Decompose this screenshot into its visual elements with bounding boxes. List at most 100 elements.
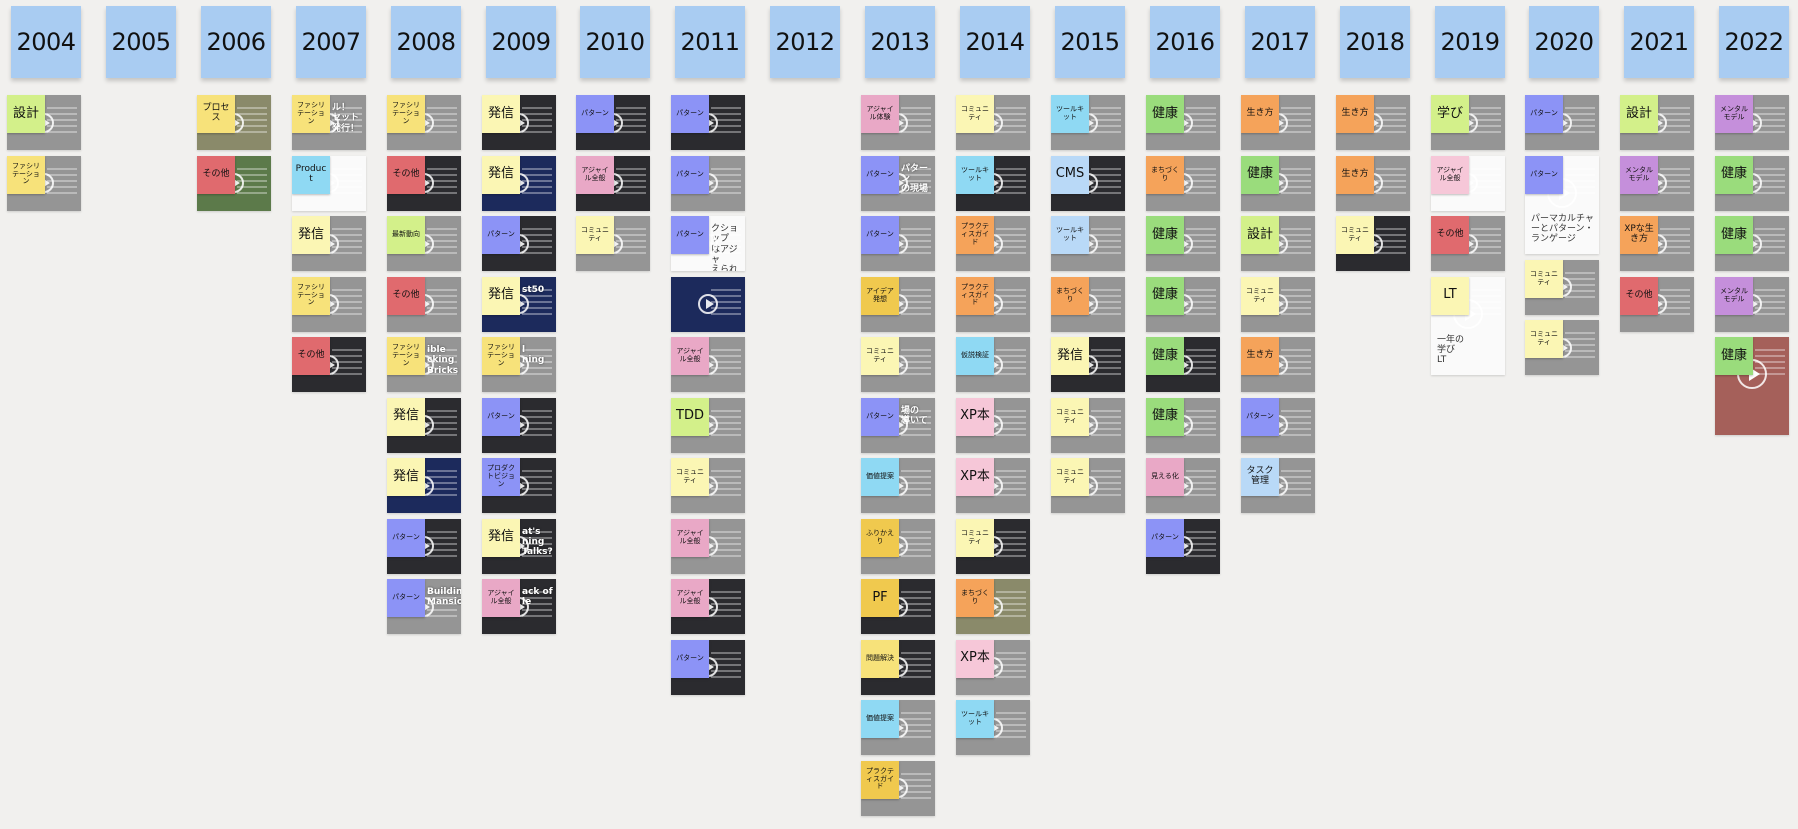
video-card[interactable]: コミュニティ [1051, 397, 1125, 453]
year-sticky-note[interactable]: 2020 [1529, 6, 1599, 78]
category-sticky-note[interactable]: 発信 [482, 518, 520, 557]
category-sticky-note[interactable]: パターン [1241, 397, 1279, 436]
video-card[interactable]: アジャイル全般 [576, 155, 650, 211]
video-card[interactable]: 発信 [292, 216, 366, 271]
category-sticky-note[interactable]: パターン [671, 95, 709, 133]
video-card[interactable]: パターン [861, 216, 935, 271]
video-card[interactable]: 場の 導いて パターン [861, 397, 935, 453]
category-sticky-note[interactable]: 最新動向 [387, 216, 425, 254]
video-card[interactable]: ack of le アジャイル全般 [482, 579, 556, 634]
category-sticky-note[interactable]: コミュニティ [1241, 276, 1279, 315]
video-card[interactable]: パターン [482, 216, 556, 271]
category-sticky-note[interactable]: アジャイル全般 [482, 579, 520, 617]
category-sticky-note[interactable]: 価値提案 [861, 700, 899, 738]
video-card[interactable]: アジャイル全般 [671, 579, 745, 634]
category-sticky-note[interactable]: ツールキット [1051, 216, 1089, 254]
video-card[interactable]: プロセス [197, 95, 271, 150]
category-sticky-note[interactable]: 生き方 [1336, 95, 1374, 133]
category-sticky-note[interactable]: ファシリテーション [387, 337, 425, 375]
category-sticky-note[interactable]: Product [292, 155, 330, 194]
category-sticky-note[interactable]: その他 [1620, 276, 1658, 315]
category-sticky-note[interactable]: ファシリテーション [292, 276, 330, 315]
video-card[interactable] [671, 276, 745, 332]
category-sticky-note[interactable]: プラクティスガイド [861, 760, 899, 799]
video-card[interactable]: PF [861, 579, 935, 634]
video-card[interactable]: パターン [1241, 397, 1315, 453]
category-sticky-note[interactable]: 発信 [482, 276, 520, 315]
year-sticky-note[interactable]: 2004 [11, 6, 81, 78]
category-sticky-note[interactable]: パターン [671, 155, 709, 194]
year-sticky-note[interactable]: 2018 [1340, 6, 1410, 78]
category-sticky-note[interactable]: 発信 [292, 216, 330, 254]
category-sticky-note[interactable]: ファシリテーション [387, 95, 425, 133]
video-card[interactable]: パターン の現場 パターン [861, 155, 935, 211]
video-card[interactable]: プラクティスガイド [861, 760, 935, 816]
video-card[interactable]: 生き方 [1336, 155, 1410, 211]
category-sticky-note[interactable]: 設計 [1620, 95, 1658, 133]
video-card[interactable]: パターン [387, 518, 461, 574]
video-card[interactable]: 健康 [1715, 337, 1789, 435]
video-card[interactable]: 健康 [1146, 337, 1220, 392]
year-sticky-note[interactable]: 2006 [201, 6, 271, 78]
category-sticky-note[interactable]: プロダクトビジョン [482, 458, 520, 496]
video-card[interactable]: コミュニティ [1525, 320, 1599, 375]
video-card[interactable]: ファシリテーション [387, 95, 461, 150]
video-card[interactable]: 発信 [1051, 337, 1125, 392]
video-card[interactable]: st50 発信 [482, 276, 556, 332]
category-sticky-note[interactable]: メンタルモデル [1715, 276, 1753, 315]
category-sticky-note[interactable]: ファシリテーション [482, 337, 520, 375]
category-sticky-note[interactable]: パターン [482, 216, 520, 254]
video-card[interactable]: 健康 [1241, 155, 1315, 211]
video-card[interactable]: コミュニティ [671, 458, 745, 513]
category-sticky-note[interactable]: LT [1431, 276, 1469, 315]
video-card[interactable]: CMS [1051, 155, 1125, 211]
video-card[interactable]: ファシリテーション [7, 155, 81, 211]
video-card[interactable]: 発信 [387, 458, 461, 513]
video-card[interactable]: TDD [671, 397, 745, 453]
video-card[interactable]: プロダクトビジョン [482, 458, 556, 513]
category-sticky-note[interactable]: プロセス [197, 95, 235, 133]
video-card[interactable]: その他 [1620, 276, 1694, 332]
category-sticky-note[interactable]: 健康 [1146, 276, 1184, 315]
category-sticky-note[interactable]: 発信 [482, 95, 520, 133]
video-card[interactable]: メンタルモデル [1620, 155, 1694, 211]
category-sticky-note[interactable]: プラクティスガイド [956, 276, 994, 315]
category-sticky-note[interactable]: コミュニティ [1051, 397, 1089, 436]
category-sticky-note[interactable]: XP本 [956, 397, 994, 436]
video-card[interactable]: まちづくり [1146, 155, 1220, 211]
category-sticky-note[interactable]: パターン [861, 397, 899, 436]
category-sticky-note[interactable]: コミュニティ [1336, 216, 1374, 254]
video-card[interactable]: ふりかえり [861, 518, 935, 574]
category-sticky-note[interactable]: パターン [1525, 95, 1563, 133]
video-card[interactable]: XP本 [956, 397, 1030, 453]
category-sticky-note[interactable]: アジャイル体験 [861, 95, 899, 133]
category-sticky-note[interactable]: 健康 [1146, 397, 1184, 436]
year-sticky-note[interactable]: 2009 [486, 6, 556, 78]
video-card[interactable]: 設計 [1620, 95, 1694, 150]
video-card[interactable]: ファシリテーション [292, 276, 366, 332]
category-sticky-note[interactable]: 健康 [1715, 216, 1753, 254]
category-sticky-note[interactable]: パターン [861, 155, 899, 194]
year-sticky-note[interactable]: 2017 [1245, 6, 1315, 78]
video-card[interactable]: 問題解決 [861, 639, 935, 695]
video-card[interactable]: XPな生き方 [1620, 216, 1694, 271]
category-sticky-note[interactable]: 設計 [7, 95, 45, 133]
video-card[interactable]: at's ning Talks? 発信 [482, 518, 556, 574]
category-sticky-note[interactable]: パターン [1525, 155, 1563, 194]
video-card[interactable]: 生き方 [1241, 337, 1315, 392]
category-sticky-note[interactable]: まちづくり [956, 579, 994, 617]
play-icon[interactable] [698, 294, 718, 314]
category-sticky-note[interactable]: ツールキット [1051, 95, 1089, 133]
video-card[interactable]: Building Mansionパターン [387, 579, 461, 634]
category-sticky-note[interactable]: コミュニティ [576, 216, 614, 254]
category-sticky-note[interactable]: 価値提案 [861, 458, 899, 496]
video-card[interactable]: パターン [482, 397, 556, 453]
video-card[interactable]: 発信 [482, 155, 556, 211]
video-card[interactable]: 設計 [1241, 216, 1315, 271]
category-sticky-note[interactable]: CMS [1051, 155, 1089, 194]
year-sticky-note[interactable]: 2007 [296, 6, 366, 78]
video-card[interactable]: まちづくり [1051, 276, 1125, 332]
video-card[interactable]: パターン [576, 95, 650, 150]
video-card[interactable]: ツールキット [1051, 216, 1125, 271]
category-sticky-note[interactable]: プラクティスガイド [956, 216, 994, 254]
